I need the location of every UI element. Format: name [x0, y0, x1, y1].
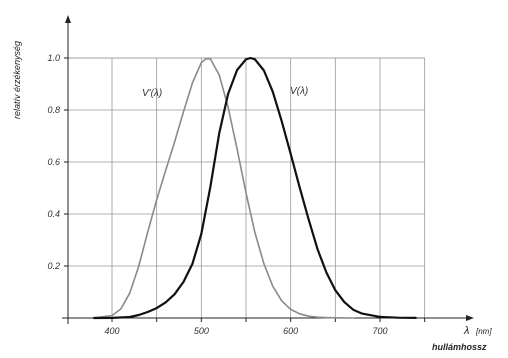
y-axis-title: relatív érzékenység [12, 41, 22, 119]
x-axis-symbol: λ [463, 325, 469, 337]
grid [68, 57, 426, 318]
series-line-v-prime [93, 58, 354, 319]
series-group [93, 56, 417, 320]
series-line-v [93, 56, 417, 320]
y-tick-label: 0.2 [47, 261, 60, 271]
axes [62, 15, 474, 324]
x-axis-unit: [nm] [475, 327, 492, 336]
x-tick-labels: 400 500 600 700 [104, 326, 387, 336]
series-label-v-prime: V'(λ) [142, 88, 162, 99]
y-tick-label: 0.8 [47, 105, 60, 115]
y-tick-label: 0.4 [47, 209, 60, 219]
y-tick-label: 1.0 [47, 53, 60, 63]
y-tick-labels: 0.2 0.4 0.6 0.8 1.0 [47, 53, 60, 271]
x-axis-arrow [466, 315, 474, 321]
x-tick-label: 600 [283, 326, 298, 336]
y-axis-arrow [65, 15, 71, 23]
y-tick-label: 0.6 [47, 157, 60, 167]
series-label-v: V(λ) [290, 86, 308, 97]
x-tick-label: 500 [194, 326, 209, 336]
x-axis-title: hullámhossz [432, 342, 487, 352]
x-tick-label: 700 [372, 326, 387, 336]
x-tick-label: 400 [104, 326, 119, 336]
